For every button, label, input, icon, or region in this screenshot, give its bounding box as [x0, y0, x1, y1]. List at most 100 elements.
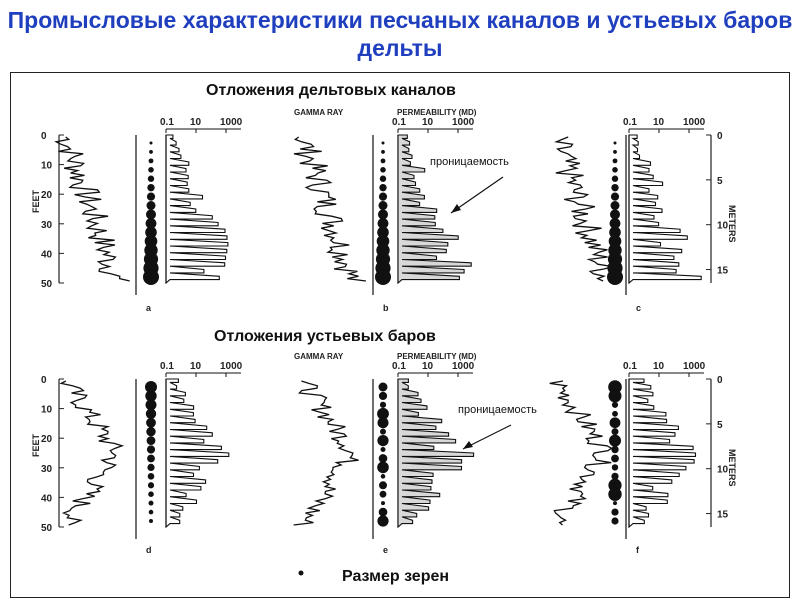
- grain-size-dot: [611, 401, 619, 408]
- grain-size-dot: [611, 445, 619, 454]
- permeability-header: PERMEABILITY (MD): [397, 108, 477, 117]
- grain-size-dot: [149, 150, 153, 154]
- grain-size-dot: [145, 390, 157, 402]
- gamma-ray-curve: [54, 136, 130, 282]
- grain-size-dot: [377, 461, 389, 474]
- grain-size-dot: [378, 391, 388, 401]
- grain-size-dot: [377, 218, 389, 229]
- permeability-profile: [165, 134, 229, 285]
- annotation-arrow-top: [450, 176, 504, 214]
- grain-size-dot: [611, 472, 619, 480]
- grain-size-dot: [377, 407, 389, 420]
- meters-axis-label: METERS: [727, 205, 737, 243]
- feet-tick-label: 20: [41, 190, 53, 201]
- meters-tick-label: 15: [717, 510, 729, 521]
- grain-size-dot: [609, 417, 621, 429]
- grain-size-dot: [145, 399, 157, 411]
- grain-size-dot: [148, 158, 154, 164]
- permeability-annotation-top: проницаемость: [428, 156, 511, 168]
- permeability-scale-label: 0.1: [623, 361, 637, 372]
- meters-tick-label: 10: [717, 465, 729, 476]
- feet-tick-label: 30: [41, 464, 53, 475]
- grain-size-dot: [380, 474, 386, 479]
- permeability-scale-label: 0.1: [160, 117, 174, 128]
- grain-size-dot: [379, 481, 387, 490]
- grain-size-dot: [146, 192, 156, 201]
- grain-size-dot: [377, 435, 389, 447]
- grain-size-dot: [145, 408, 157, 419]
- permeability-annotation-bottom: проницаемость: [456, 404, 539, 416]
- section-title-mouth-bars: Отложения устьевых баров: [208, 326, 442, 348]
- gamma-ray-header: GAMMA RAY: [294, 352, 344, 361]
- meters-tick-label: 10: [717, 221, 729, 232]
- section-title-delta-channels: Отложения дельтовых каналов: [200, 80, 462, 102]
- annotation-arrowhead-bottom: [463, 441, 473, 449]
- permeability-scale-label: 10: [190, 117, 202, 128]
- grain-size-dot: [610, 192, 620, 201]
- grain-size-dot: [608, 487, 622, 501]
- grain-size-dot: [146, 417, 156, 428]
- grain-size-dot: [612, 167, 618, 173]
- permeability-scale-label: 1000: [452, 117, 475, 128]
- gamma-ray-curve: [293, 136, 366, 282]
- permeability-scale-label: 0.1: [623, 117, 637, 128]
- grain-size-dot: [608, 389, 622, 403]
- grain-size-legend-label: Размер зерен: [336, 566, 456, 588]
- grain-size-dot: [609, 218, 621, 229]
- grain-size-dot: [147, 183, 155, 192]
- grain-size-dot: [148, 491, 154, 498]
- grain-size-dot: [613, 501, 617, 506]
- grain-size-dot: [145, 218, 157, 229]
- panel-label: b: [383, 303, 389, 313]
- grain-size-dot: [146, 445, 156, 454]
- permeability-profile: [165, 378, 230, 529]
- grain-size-dot: [377, 417, 389, 429]
- permeability-scale-label: 1000: [683, 117, 706, 128]
- grain-size-dot: [381, 501, 385, 506]
- gamma-ray-curve: [293, 380, 359, 526]
- grain-size-dot: [380, 158, 386, 164]
- grain-size-dot: [610, 209, 620, 220]
- grain-size-dot: [148, 500, 154, 506]
- grain-size-dot: [613, 150, 617, 154]
- gamma-ray-curve: [549, 380, 613, 526]
- grain-size-dot: [149, 519, 153, 523]
- page-title: Промысловые характеристики песчаных кана…: [7, 7, 793, 61]
- meters-tick-label: 5: [717, 176, 723, 187]
- grain-size-dot: [380, 167, 386, 173]
- grain-size-dot: [149, 141, 153, 145]
- grain-size-dot: [611, 175, 619, 182]
- grain-size-dot: [145, 226, 157, 239]
- grain-size-dot: [147, 463, 155, 471]
- feet-tick-label: 0: [41, 131, 47, 142]
- grain-size-dot: [378, 507, 388, 517]
- meters-tick-label: 5: [717, 420, 723, 431]
- permeability-scale-label: 0.1: [392, 117, 406, 128]
- feet-tick-label: 50: [41, 523, 53, 534]
- grain-size-dot: [612, 158, 618, 164]
- grain-size-dot: [378, 454, 388, 463]
- meters-axis-label: METERS: [727, 449, 737, 487]
- meters-tick-label: 0: [717, 131, 723, 142]
- feet-tick-label: 30: [41, 220, 53, 231]
- grain-size-dot: [612, 410, 618, 417]
- permeability-profile: [628, 378, 697, 529]
- grain-size-dot: [379, 490, 387, 498]
- feet-tick-label: 10: [41, 161, 53, 172]
- legend-grain-dot: [298, 570, 304, 576]
- grain-size-dot: [611, 464, 619, 471]
- grain-size-dot: [611, 183, 619, 192]
- grain-size-dot: [610, 201, 620, 211]
- feet-axis-label: FEET: [31, 433, 41, 457]
- grain-size-dot: [611, 428, 619, 436]
- grain-size-dot: [146, 426, 156, 437]
- grain-size-dot: [379, 175, 387, 182]
- gamma-ray-curve: [59, 380, 125, 526]
- grain-size-dot: [378, 382, 388, 392]
- grain-size-dot: [148, 509, 154, 515]
- permeability-scale-label: 1000: [220, 361, 243, 372]
- feet-tick-label: 10: [41, 405, 53, 416]
- permeability-scale-label: 10: [653, 117, 665, 128]
- feet-tick-label: 40: [41, 249, 53, 260]
